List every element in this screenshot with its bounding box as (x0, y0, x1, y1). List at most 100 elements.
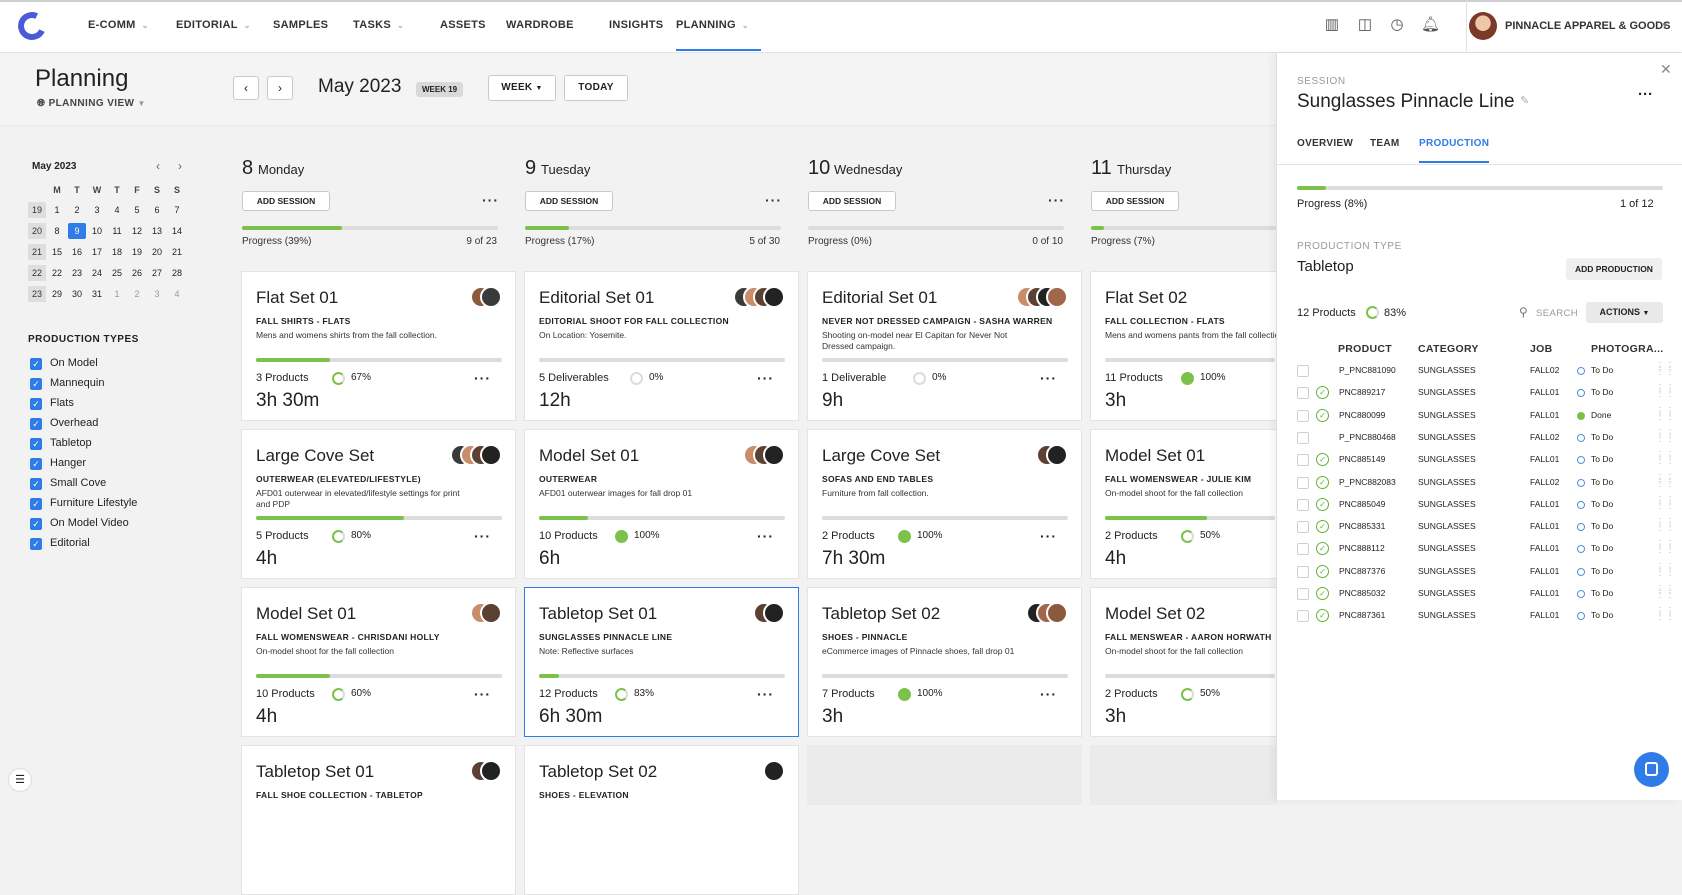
nav-item-editorial[interactable]: EDITORIAL ⌄ (176, 0, 251, 51)
calendar-day[interactable]: 19 (131, 247, 142, 257)
calendar-day[interactable]: 3 (94, 205, 100, 215)
table-row[interactable]: P_PNC881090 SUNGLASSES FALL02 To Do ⋮⋮ ⋮⋮ (1297, 360, 1675, 382)
tab-team[interactable]: TEAM (1370, 138, 1400, 149)
table-row[interactable]: ✓ PNC885331 SUNGLASSES FALL01 To Do ⋮⋮ ⋮⋮ (1297, 516, 1675, 538)
calendar-day[interactable]: 23 (71, 268, 82, 278)
table-row[interactable]: ✓ PNC885032 SUNGLASSES FALL01 To Do ⋮⋮ ⋮⋮ (1297, 583, 1675, 605)
calendar-day[interactable]: 2 (74, 205, 80, 215)
add-session-button[interactable]: ADD SESSION (808, 191, 896, 211)
session-card[interactable]: Tabletop Set 02 SHOES - ELEVATION (524, 745, 799, 895)
pencil-icon[interactable]: ✎ (1520, 95, 1530, 107)
assignee-avatars[interactable] (753, 602, 785, 624)
more-options-button[interactable]: ··· (1638, 86, 1653, 103)
calendar-day[interactable]: 20 (151, 247, 162, 257)
organization-name[interactable]: PINNACLE APPAREL & GOODS (1505, 20, 1671, 32)
calendar-day[interactable]: 15 (51, 247, 62, 257)
nav-item-tasks[interactable]: TASKS ⌄ (353, 0, 404, 51)
actions-button[interactable]: ACTIONS ▼ (1586, 302, 1663, 323)
drag-handle-icon[interactable]: ⋮⋮ ⋮⋮ (1655, 450, 1675, 467)
checkbox-checked-icon[interactable]: ✓ (30, 538, 42, 550)
day-more-button[interactable]: ··· (1048, 192, 1065, 208)
session-card[interactable]: Model Set 01 FALL WOMENSWEAR - JULIE KIM O… (1090, 429, 1278, 579)
calendar-day[interactable]: 9 (68, 223, 86, 239)
organization-switcher[interactable] (1466, 0, 1477, 51)
column-header[interactable]: PHOTOGRA... (1591, 343, 1664, 355)
search-icon[interactable]: ⚲ (1519, 305, 1528, 319)
row-checkbox[interactable] (1297, 387, 1309, 400)
row-checkbox[interactable] (1297, 610, 1309, 623)
session-card[interactable]: Tabletop Set 01 FALL SHOE COLLECTION - TA… (241, 745, 516, 895)
row-checkbox[interactable] (1297, 588, 1309, 600)
close-icon[interactable]: ✕ (1660, 61, 1672, 77)
day-more-button[interactable]: ··· (765, 192, 782, 208)
chevron-left-icon[interactable]: ‹ (156, 159, 160, 173)
session-card[interactable]: Flat Set 01 FALL SHIRTS - FLATS Mens and w… (241, 271, 516, 421)
chat-button[interactable] (1634, 752, 1669, 787)
calendar-day[interactable]: 11 (112, 226, 122, 236)
nav-item-samples[interactable]: SAMPLES (273, 0, 328, 51)
next-week-button[interactable]: › (267, 76, 293, 100)
session-card[interactable]: Editorial Set 01 NEVER NOT DRESSED CAMPAI… (807, 271, 1082, 421)
calendar-day[interactable]: 28 (171, 268, 182, 278)
assignee-avatars[interactable] (763, 760, 785, 782)
calendar-day[interactable]: 7 (174, 205, 180, 215)
week-number[interactable]: 20 (28, 223, 46, 239)
card-more-button[interactable]: ··· (474, 686, 491, 702)
checkbox-checked-icon[interactable]: ✓ (30, 418, 42, 430)
filter-icon[interactable]: ☰ (8, 768, 32, 792)
table-row[interactable]: ✓ PNC887376 SUNGLASSES FALL01 To Do ⋮⋮ ⋮⋮ (1297, 561, 1675, 583)
row-checkbox[interactable] (1297, 409, 1309, 422)
global-clock-icon[interactable]: ◷ (1390, 16, 1404, 33)
drag-handle-icon[interactable]: ⋮⋮ ⋮⋮ (1655, 494, 1675, 511)
calendar-day[interactable]: 18 (111, 247, 122, 257)
checkbox-checked-icon[interactable]: ✓ (30, 358, 42, 370)
row-checkbox[interactable] (1297, 498, 1309, 511)
row-checkbox[interactable] (1297, 365, 1309, 377)
assignee-avatars[interactable] (470, 760, 502, 782)
edit-box-icon[interactable]: ◫ (1357, 16, 1373, 33)
session-card[interactable]: Tabletop Set 01 SUNGLASSES PINNACLE LINE N… (524, 587, 799, 737)
add-production-button[interactable]: ADD PRODUCTION (1566, 258, 1662, 280)
table-row[interactable]: ✓ P_PNC882083 SUNGLASSES FALL02 To Do ⋮⋮ ⋮⋮ (1297, 472, 1675, 494)
calendar-day[interactable]: 1 (54, 205, 60, 215)
day-more-button[interactable]: ··· (482, 192, 499, 208)
card-more-button[interactable]: ··· (1040, 370, 1057, 386)
checkbox-checked-icon[interactable]: ✓ (30, 518, 42, 530)
row-checkbox[interactable] (1297, 476, 1309, 489)
drag-handle-icon[interactable]: ⋮⋮ ⋮⋮ (1655, 561, 1675, 578)
column-header[interactable]: JOB (1530, 343, 1553, 355)
calendar-day[interactable]: 16 (71, 247, 82, 257)
drag-handle-icon[interactable]: ⋮⋮ ⋮⋮ (1655, 539, 1675, 556)
search-input[interactable]: SEARCH (1536, 308, 1578, 319)
table-row[interactable]: ✓ PNC880099 SUNGLASSES FALL01 Done ⋮⋮ ⋮⋮ (1297, 405, 1675, 427)
card-more-button[interactable]: ··· (757, 686, 774, 702)
table-row[interactable]: ✓ PNC885049 SUNGLASSES FALL01 To Do ⋮⋮ ⋮⋮ (1297, 494, 1675, 516)
week-number[interactable]: 23 (28, 286, 46, 302)
card-more-button[interactable]: ··· (474, 370, 491, 386)
drag-handle-icon[interactable]: ⋮⋮ ⋮⋮ (1655, 383, 1675, 400)
assignee-avatars[interactable] (1036, 444, 1068, 466)
assignee-avatars[interactable] (743, 444, 785, 466)
session-card[interactable]: Tabletop Set 02 SHOES - PINNACLE eCommerce… (807, 587, 1082, 737)
calendar-day[interactable]: 12 (131, 226, 142, 236)
planning-view-dropdown[interactable]: 🌐︎ PLANNING VIEW ▼ (37, 98, 146, 109)
session-card[interactable]: Model Set 01 FALL WOMENSWEAR - CHRISDANI … (241, 587, 516, 737)
calendar-day[interactable]: 3 (154, 289, 160, 299)
chevron-right-icon[interactable]: › (178, 159, 182, 173)
drag-handle-icon[interactable]: ⋮⋮ ⋮⋮ (1655, 606, 1675, 623)
week-number[interactable]: 21 (28, 244, 46, 260)
calendar-day[interactable]: 13 (151, 226, 162, 236)
nav-item-wardrobe[interactable]: WARDROBE (506, 0, 574, 51)
chevron-down-icon[interactable]: ▼ (1661, 21, 1669, 30)
calendar-day[interactable]: 1 (114, 289, 120, 299)
calendar-day[interactable]: 21 (171, 247, 182, 257)
calendar-day[interactable]: 10 (91, 226, 102, 236)
card-more-button[interactable]: ··· (757, 370, 774, 386)
calendar-day[interactable]: 25 (111, 268, 122, 278)
calendar-day[interactable]: 4 (114, 205, 120, 215)
row-checkbox[interactable] (1297, 431, 1309, 444)
assignee-avatars[interactable] (470, 286, 502, 308)
checkbox-checked-icon[interactable]: ✓ (30, 458, 42, 470)
checkbox-checked-icon[interactable]: ✓ (30, 398, 42, 410)
calendar-day[interactable]: 24 (91, 268, 102, 278)
